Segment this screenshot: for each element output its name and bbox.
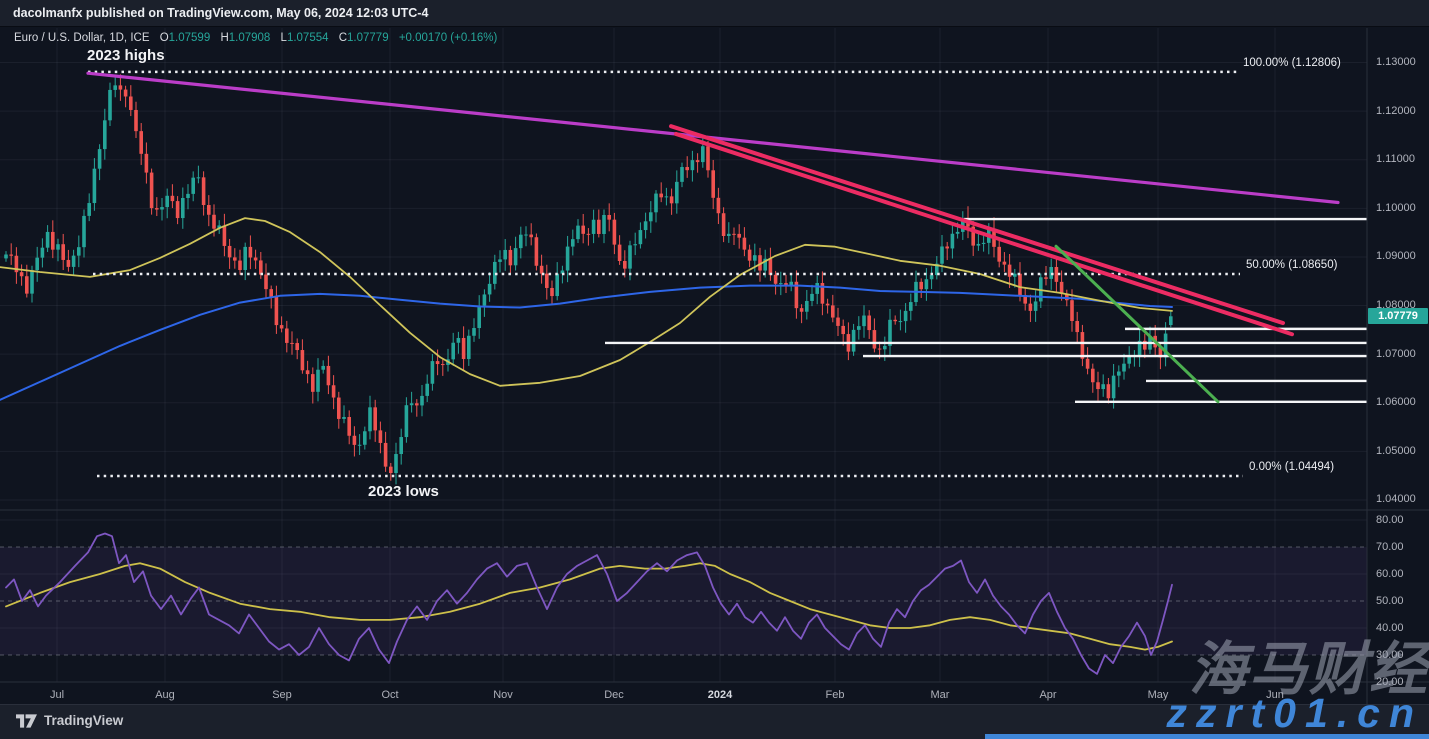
tradingview-logo-icon: [16, 713, 37, 728]
rsi-axis-label: 60.00: [1376, 567, 1404, 580]
symbol-title: Euro / U.S. Dollar, 1D, ICE: [14, 32, 150, 44]
time-axis-label-Nov: Nov: [493, 689, 513, 701]
rsi-axis-label: 50.00: [1376, 594, 1404, 607]
time-axis-label-Jun: Jun: [1266, 689, 1284, 701]
price-axis-label: 1.08000: [1376, 299, 1416, 312]
fib-label-0: 100.00% (1.12806): [1243, 56, 1341, 69]
price-axis-label: 1.13000: [1376, 56, 1416, 68]
watermark-site-url: zzrt01.cn: [1166, 690, 1423, 736]
price-axis-label: 1.06000: [1376, 396, 1416, 409]
ohlc-open-value: 1.07599: [168, 32, 211, 44]
rsi-pane[interactable]: [0, 519, 1367, 675]
tradingview-logo-link[interactable]: TradingView: [16, 713, 123, 728]
watermark-chinese: 海马财经: [1188, 637, 1429, 702]
fib-label-1: 50.00% (1.08650): [1246, 258, 1338, 271]
time-axis-label-Feb: Feb: [825, 689, 845, 701]
price-axis-label: 1.10000: [1376, 201, 1416, 214]
rsi-axis-label: 20.00: [1376, 675, 1404, 688]
time-axis-label-Dec: Dec: [604, 689, 624, 701]
rsi-line: [5, 532, 1173, 675]
trendline-pink-lower[interactable]: [674, 131, 1294, 337]
fib-label-2: 0.00% (1.04494): [1249, 460, 1335, 473]
symbol-legend[interactable]: Euro / U.S. Dollar, 1D, ICE O1.07599 H1.…: [14, 32, 497, 44]
time-axis-label-Jul: Jul: [49, 689, 65, 701]
footer-bar: TradingView: [0, 704, 1429, 739]
ohlc-close-value: 1.07779: [347, 32, 389, 44]
rsi-ma-line: [5, 562, 1173, 651]
grid: [0, 28, 1367, 682]
price-axis-label: 1.07000: [1376, 347, 1416, 360]
publish-header-text: dacolmanfx published on TradingView.com,…: [13, 6, 429, 20]
price-axis-label: 1.09000: [1376, 250, 1416, 263]
trendline-green[interactable]: [1054, 244, 1220, 404]
ohlc-high-label: H: [220, 32, 229, 44]
last-price-badge: 1.07779: [1368, 308, 1428, 325]
ohlc-low-label: L: [280, 32, 287, 44]
publish-header: dacolmanfx published on TradingView.com,…: [0, 0, 1429, 27]
watermark-bottom-bar: [985, 734, 1429, 739]
tradingview-logo-text: TradingView: [44, 713, 124, 728]
time-axis-label-May: May: [1147, 689, 1169, 701]
time-axis-label-Aug: Aug: [155, 689, 175, 701]
ohlc-open-label: O: [159, 32, 169, 44]
ohlc-low-value: 1.07554: [286, 32, 329, 44]
trendline-pink-upper[interactable]: [669, 124, 1285, 326]
time-axis-label-Oct: Oct: [381, 689, 399, 701]
time-axis-label-Apr: Apr: [1039, 689, 1057, 701]
ohlc-close-label: C: [338, 32, 348, 44]
candlestick-series: [4, 74, 1173, 485]
time-axis-label-2024: 2024: [707, 689, 733, 701]
time-axis-label-Sep: Sep: [272, 689, 292, 701]
time-axis-label-Mar: Mar: [930, 689, 950, 701]
price-axis-label: 1.11000: [1376, 153, 1415, 166]
price-axis-label: 1.05000: [1376, 444, 1416, 457]
annotation-2023-highs: 2023 highs: [87, 47, 165, 64]
price-axis-label: 1.12000: [1376, 104, 1416, 117]
rsi-axis-label: 40.00: [1376, 621, 1404, 634]
ohlc-high-value: 1.07908: [228, 32, 271, 44]
sma-yellow-line: [0, 217, 1173, 387]
annotation-2023-lows: 2023 lows: [368, 483, 439, 500]
rsi-axis-label: 80.00: [1376, 513, 1404, 526]
change-value: +0.00170 (+0.16%): [398, 32, 498, 44]
price-axis-label: 1.04000: [1376, 493, 1416, 506]
rsi-axis-label: 30.00: [1376, 648, 1404, 661]
rsi-axis-label: 70.00: [1376, 540, 1404, 553]
sma-blue-line: [0, 284, 1173, 401]
